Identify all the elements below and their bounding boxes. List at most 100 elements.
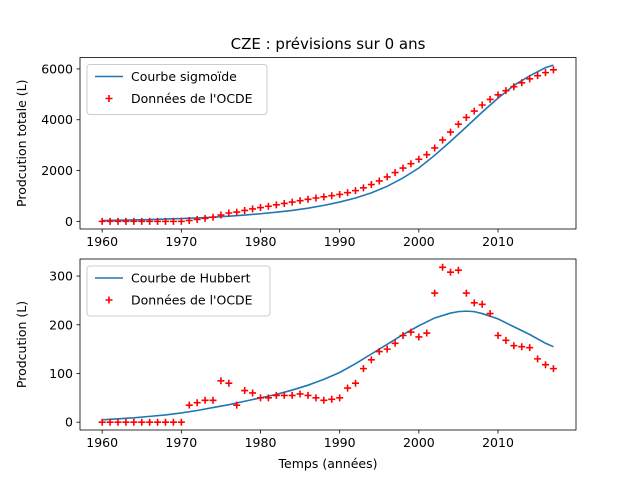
x-tick-label: 2010 — [482, 435, 514, 450]
data-point — [296, 390, 304, 398]
data-point — [241, 387, 249, 395]
data-point — [217, 211, 225, 219]
data-point — [312, 394, 320, 402]
data-point — [518, 79, 526, 87]
data-point — [280, 391, 288, 399]
data-point — [454, 266, 462, 274]
data-point — [494, 91, 502, 99]
data-point — [249, 205, 257, 213]
data-point — [272, 391, 280, 399]
series-line-courbe-sigmo-de — [102, 64, 554, 222]
data-point — [336, 394, 344, 402]
data-point — [177, 418, 185, 426]
data-point — [383, 173, 391, 181]
data-point — [470, 299, 478, 307]
y-tick-label: 300 — [49, 269, 73, 284]
data-point — [106, 217, 114, 225]
x-tick-label: 1970 — [165, 435, 197, 450]
data-point — [146, 418, 154, 426]
legend: Courbe de Hubbert Données de l'OCDE — [86, 265, 271, 317]
data-point — [185, 401, 193, 409]
data-point — [320, 396, 328, 404]
y-tick-label: 200 — [49, 317, 73, 332]
legend-entry-label: Courbe de Hubbert — [131, 271, 251, 286]
y-axis-label: Prodcution (L) — [14, 301, 29, 388]
data-point — [423, 329, 431, 337]
x-tick-label: 1960 — [86, 435, 118, 450]
data-point — [122, 418, 130, 426]
axes-frame — [79, 57, 577, 230]
data-point — [169, 418, 177, 426]
data-point — [185, 216, 193, 224]
data-point — [241, 206, 249, 214]
figure-title: CZE : prévisions sur 0 ans — [231, 35, 426, 53]
legend-entry-label: Données de l'OCDE — [131, 293, 253, 308]
data-point — [502, 87, 510, 95]
data-point — [462, 113, 470, 121]
data-point — [272, 201, 280, 209]
x-tick-label: 1970 — [165, 234, 197, 249]
data-point — [177, 217, 185, 225]
data-point — [304, 195, 312, 203]
data-point — [352, 187, 360, 195]
data-point — [122, 217, 130, 225]
data-point — [510, 83, 518, 91]
data-point — [518, 343, 526, 351]
data-point — [454, 120, 462, 128]
data-point — [169, 217, 177, 225]
data-point — [130, 217, 138, 225]
data-point — [233, 208, 241, 216]
data-point — [375, 177, 383, 185]
legend-marker-swatch — [105, 95, 113, 102]
data-point — [138, 418, 146, 426]
data-point — [367, 356, 375, 364]
data-point — [549, 66, 557, 74]
data-point — [154, 418, 162, 426]
x-tick-label: 2000 — [403, 234, 435, 249]
data-point — [359, 184, 367, 192]
data-point — [439, 136, 447, 144]
data-point — [399, 331, 407, 339]
data-point — [549, 365, 557, 373]
data-point — [201, 396, 209, 404]
data-point — [542, 361, 550, 369]
data-point — [391, 339, 399, 347]
data-point — [375, 348, 383, 356]
series-line-courbe-de-hubbert — [102, 310, 554, 421]
data-point — [328, 395, 336, 403]
data-point — [486, 95, 494, 103]
data-point — [494, 331, 502, 339]
data-point — [146, 217, 154, 225]
x-tick-label: 1990 — [324, 234, 356, 249]
legend-entry-label: Courbe sigmoïde — [131, 69, 237, 84]
data-point — [209, 396, 217, 404]
x-tick-label: 2000 — [403, 435, 435, 450]
subplot-1: 1960 1970 1980 1990 2000 2010 0 2000 4000 6000 Pro… — [14, 57, 577, 249]
data-point — [320, 193, 328, 201]
data-point — [462, 289, 470, 297]
data-point — [209, 213, 217, 221]
data-point — [447, 128, 455, 136]
data-point — [407, 328, 415, 336]
data-point — [470, 107, 478, 115]
x-tick-label: 2010 — [482, 234, 514, 249]
data-point — [510, 342, 518, 350]
data-point — [114, 217, 122, 225]
data-point — [407, 160, 415, 168]
data-point — [106, 418, 114, 426]
data-point — [217, 377, 225, 385]
data-point — [359, 365, 367, 373]
data-point — [534, 355, 542, 363]
data-point — [534, 72, 542, 80]
data-point — [296, 197, 304, 205]
y-tick-label: 0 — [65, 415, 73, 430]
data-point — [344, 189, 352, 197]
data-point — [399, 164, 407, 172]
x-tick-label: 1980 — [245, 234, 277, 249]
data-point — [367, 181, 375, 189]
data-point — [249, 389, 257, 397]
data-point — [478, 101, 486, 109]
data-point — [162, 418, 169, 426]
y-tick-label: 2000 — [41, 163, 73, 178]
